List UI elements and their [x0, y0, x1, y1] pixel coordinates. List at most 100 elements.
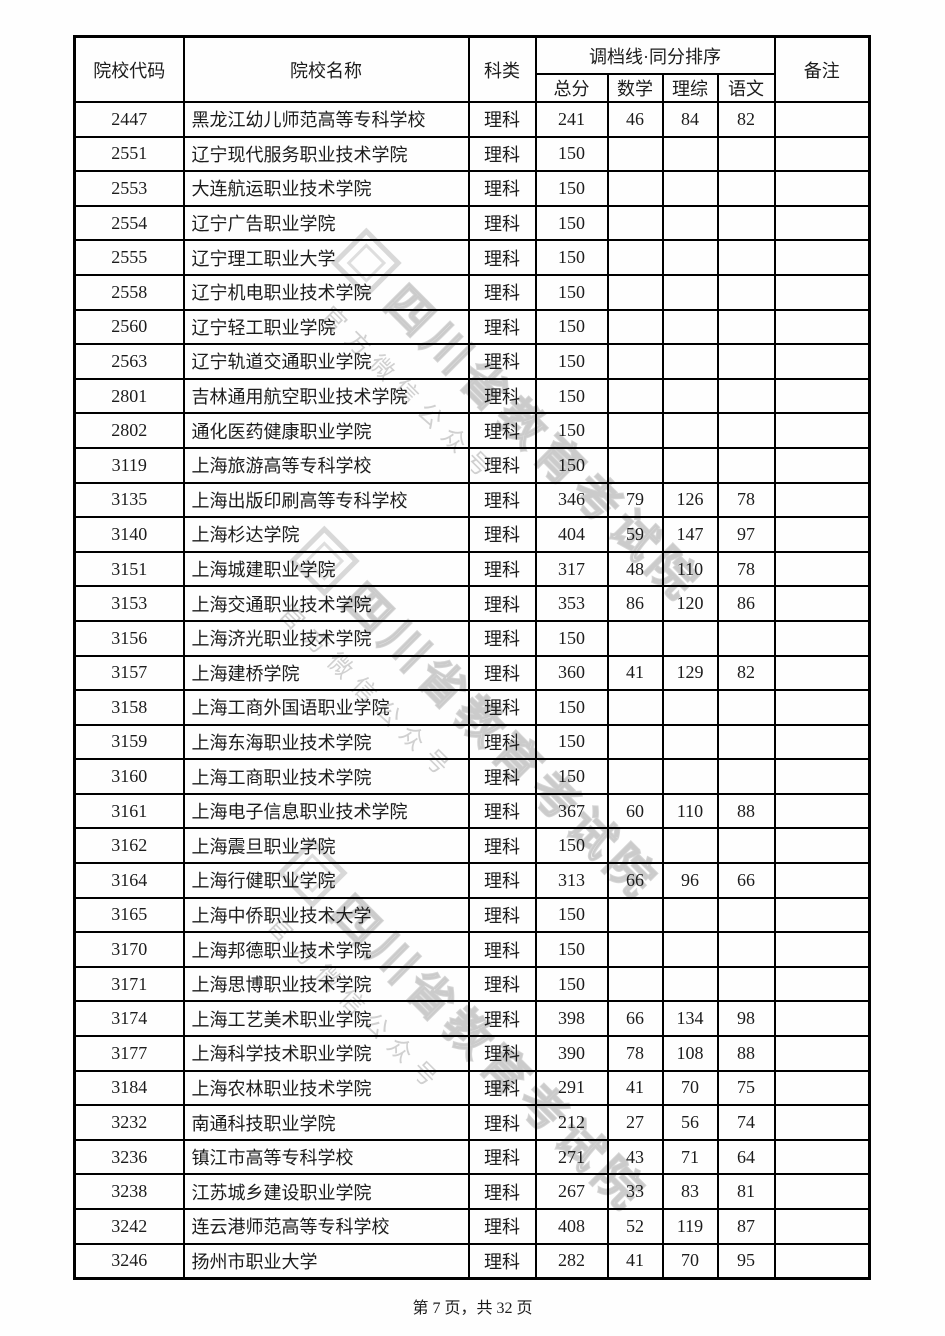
cell-science-score: 83: [661, 1173, 719, 1210]
cell-science-score: [661, 827, 719, 865]
cell-chinese-score: 78: [716, 481, 776, 519]
cell-category: 理科: [467, 1104, 537, 1141]
cell-college-name: 上海出版印刷高等专科学校: [182, 481, 470, 519]
cell-math-score: [606, 239, 664, 276]
cell-total-score: 150: [534, 204, 609, 242]
cell-math-score: [606, 446, 664, 484]
table-row: 3140 上海杉达学院 理科 404 59 147 97: [73, 516, 871, 553]
cell-total-score: 150: [534, 965, 609, 1003]
cell-college-name: 上海农林职业技术学院: [182, 1069, 470, 1107]
cell-total-score: 150: [534, 343, 609, 380]
cell-science-score: 96: [661, 862, 719, 899]
cell-category: 理科: [467, 654, 537, 692]
cell-category: 理科: [467, 896, 537, 934]
cell-total-score: 282: [534, 1242, 609, 1280]
cell-college-code: 3158: [73, 689, 185, 726]
cell-chinese-score: 82: [716, 101, 776, 138]
cell-college-name: 上海东海职业技术学院: [182, 723, 470, 761]
cell-math-score: [606, 273, 664, 311]
cell-remark: [773, 896, 871, 934]
cell-total-score: 150: [534, 412, 609, 449]
cell-category: 理科: [467, 135, 537, 173]
table-row: 3162 上海震旦职业学院 理科 150: [73, 827, 871, 865]
header-science-score: 理综: [661, 73, 719, 103]
cell-college-code: 3135: [73, 481, 185, 519]
header-chinese-score: 语文: [716, 73, 776, 103]
cell-category: 理科: [467, 1000, 537, 1038]
cell-college-name: 辽宁理工职业大学: [182, 239, 470, 276]
cell-total-score: 408: [534, 1208, 609, 1245]
cell-science-score: [661, 412, 719, 449]
cell-science-score: 119: [661, 1208, 719, 1245]
cell-math-score: 59: [606, 516, 664, 553]
cell-chinese-score: [716, 827, 776, 865]
cell-remark: [773, 550, 871, 588]
cell-college-name: 上海城建职业学院: [182, 550, 470, 588]
cell-college-code: 3232: [73, 1104, 185, 1141]
cell-college-code: 3157: [73, 654, 185, 692]
table-row: 2554 辽宁广告职业学院 理科 150: [73, 204, 871, 242]
cell-chinese-score: 82: [716, 654, 776, 692]
header-category: 科类: [467, 35, 537, 103]
cell-category: 理科: [467, 550, 537, 588]
cell-remark: [773, 758, 871, 795]
cell-math-score: [606, 931, 664, 968]
cell-math-score: [606, 896, 664, 934]
cell-chinese-score: [716, 170, 776, 207]
cell-college-name: 上海邦德职业技术学院: [182, 931, 470, 968]
cell-remark: [773, 481, 871, 519]
cell-college-name: 上海震旦职业学院: [182, 827, 470, 865]
cell-college-code: 2563: [73, 343, 185, 380]
table-row: 3174 上海工艺美术职业学院 理科 398 66 134 98: [73, 1000, 871, 1038]
cell-category: 理科: [467, 446, 537, 484]
cell-math-score: 66: [606, 1000, 664, 1038]
cell-science-score: 70: [661, 1242, 719, 1280]
cell-college-code: 3162: [73, 827, 185, 865]
cell-total-score: 150: [534, 827, 609, 865]
cell-total-score: 291: [534, 1069, 609, 1107]
cell-chinese-score: 86: [716, 585, 776, 622]
cell-college-code: 3153: [73, 585, 185, 622]
cell-college-name: 上海电子信息职业技术学院: [182, 792, 470, 830]
cell-category: 理科: [467, 619, 537, 657]
table-body: 2447 黑龙江幼儿师范高等专科学校 理科 241 46 84 82 2551 …: [73, 101, 871, 1280]
table-row: 3119 上海旅游高等专科学校 理科 150: [73, 446, 871, 484]
table-row: 2558 辽宁机电职业技术学院 理科 150: [73, 273, 871, 311]
cell-remark: [773, 308, 871, 346]
cell-total-score: 150: [534, 308, 609, 346]
cell-science-score: [661, 204, 719, 242]
cell-college-code: 2553: [73, 170, 185, 207]
cell-category: 理科: [467, 1242, 537, 1280]
cell-total-score: 212: [534, 1104, 609, 1141]
cell-college-name: 上海工商职业技术学院: [182, 758, 470, 795]
cell-college-name: 南通科技职业学院: [182, 1104, 470, 1141]
cell-total-score: 404: [534, 516, 609, 553]
cell-college-code: 3151: [73, 550, 185, 588]
cell-total-score: 353: [534, 585, 609, 622]
cell-remark: [773, 239, 871, 276]
cell-math-score: 46: [606, 101, 664, 138]
cell-category: 理科: [467, 931, 537, 968]
cell-math-score: 43: [606, 1138, 664, 1176]
cell-college-code: 3171: [73, 965, 185, 1003]
cell-remark: [773, 204, 871, 242]
cell-college-name: 辽宁轻工职业学院: [182, 308, 470, 346]
cell-science-score: [661, 931, 719, 968]
cell-science-score: [661, 273, 719, 311]
cell-math-score: [606, 827, 664, 865]
cell-college-name: 上海中侨职业技术大学: [182, 896, 470, 934]
cell-science-score: [661, 619, 719, 657]
cell-college-code: 3184: [73, 1069, 185, 1107]
cell-college-code: 2560: [73, 308, 185, 346]
cell-chinese-score: [716, 377, 776, 415]
cell-science-score: [661, 896, 719, 934]
cell-college-name: 上海工商外国语职业学院: [182, 689, 470, 726]
cell-category: 理科: [467, 204, 537, 242]
cell-math-score: [606, 135, 664, 173]
cell-college-code: 2551: [73, 135, 185, 173]
cell-remark: [773, 1035, 871, 1072]
cell-math-score: 60: [606, 792, 664, 830]
cell-category: 理科: [467, 308, 537, 346]
admission-score-table: 院校代码 院校名称 科类 调档线·同分排序 备注 总分 数学 理综 语文 244…: [73, 35, 871, 1280]
table-row: 3238 江苏城乡建设职业学院 理科 267 33 83 81: [73, 1173, 871, 1210]
